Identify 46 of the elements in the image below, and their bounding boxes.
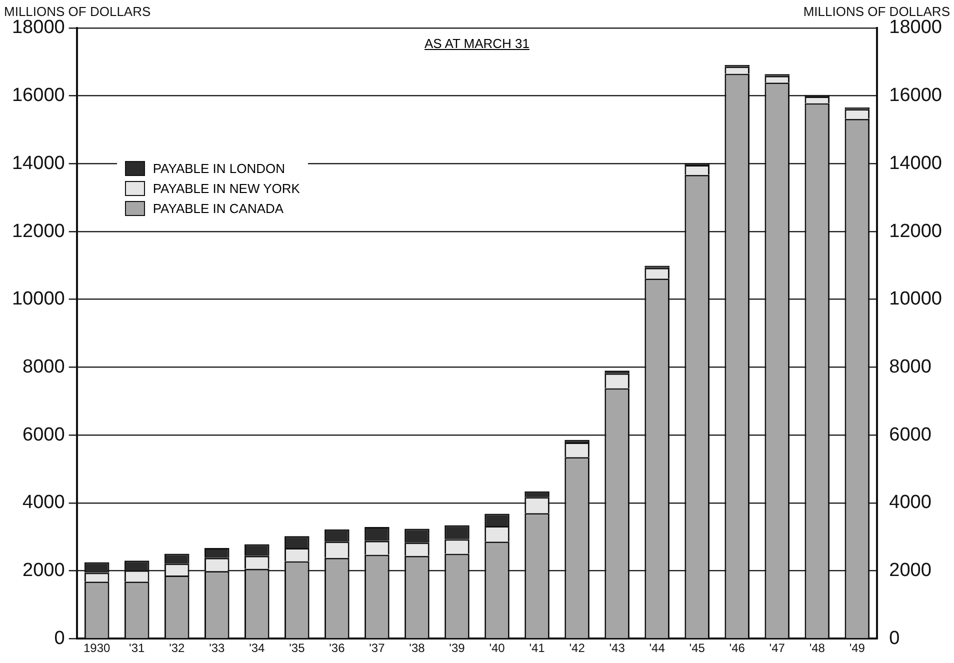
y2-tick-label: 8000: [889, 356, 932, 378]
x-tick-label: '37: [369, 641, 386, 656]
y-tick-label: 12000: [12, 220, 65, 242]
x-tick-label: '34: [249, 641, 266, 656]
y-tick-label: 14000: [12, 152, 65, 174]
y-tick-label: 0: [54, 628, 65, 649]
y2-tick-label: 6000: [889, 424, 932, 446]
y-tick-label: 6000: [22, 424, 65, 446]
x-tick-label: '45: [689, 641, 706, 656]
y-axis-title: MILLIONS OF DOLLARS: [4, 4, 151, 19]
legend-label: PAYABLE IN LONDON: [152, 160, 286, 176]
x-tick-label: '49: [849, 641, 866, 656]
legend-label: PAYABLE IN NEW YORK: [152, 180, 300, 196]
y2-tick-label: 14000: [889, 152, 942, 174]
x-tick-label: '46: [729, 641, 746, 656]
y2-tick-label: 2000: [889, 560, 932, 581]
y-tick-label: 2000: [22, 560, 65, 581]
y2-tick-label: 18000: [889, 17, 942, 38]
x-tick-label: '47: [769, 641, 786, 656]
x-tick-label: 1930: [83, 641, 111, 656]
y2-axis-title: MILLIONS OF DOLLARS: [803, 4, 950, 19]
x-tick-label: '31: [129, 641, 146, 656]
x-tick-label: '38: [409, 641, 426, 656]
x-tick-label: '35: [289, 641, 306, 656]
x-tick-label: '43: [609, 641, 626, 656]
x-tick-label: '41: [529, 641, 546, 656]
y-tick-label: 10000: [12, 288, 65, 310]
y2-tick-label: 0: [889, 628, 900, 649]
y-tick-label: 16000: [12, 85, 65, 106]
x-tick-label: '39: [449, 641, 466, 656]
y2-tick-label: 16000: [889, 85, 942, 106]
x-tick-label: '33: [209, 641, 226, 656]
y2-tick-label: 10000: [889, 288, 942, 310]
y2-tick-label: 12000: [889, 220, 942, 242]
y-tick-label: 4000: [22, 492, 65, 514]
x-tick-label: '36: [329, 641, 346, 656]
x-tick-label: '40: [489, 641, 506, 656]
x-tick-label: '48: [809, 641, 826, 656]
x-tick-label: '42: [569, 641, 586, 656]
legend-label: PAYABLE IN CANADA: [152, 200, 284, 216]
x-tick-label: '44: [649, 641, 666, 656]
y-tick-label: 8000: [22, 356, 65, 378]
x-tick-label: '32: [169, 641, 186, 656]
y2-tick-label: 4000: [889, 492, 932, 514]
annotation: AS AT MARCH 31: [424, 36, 530, 51]
y-tick-label: 18000: [12, 17, 65, 38]
